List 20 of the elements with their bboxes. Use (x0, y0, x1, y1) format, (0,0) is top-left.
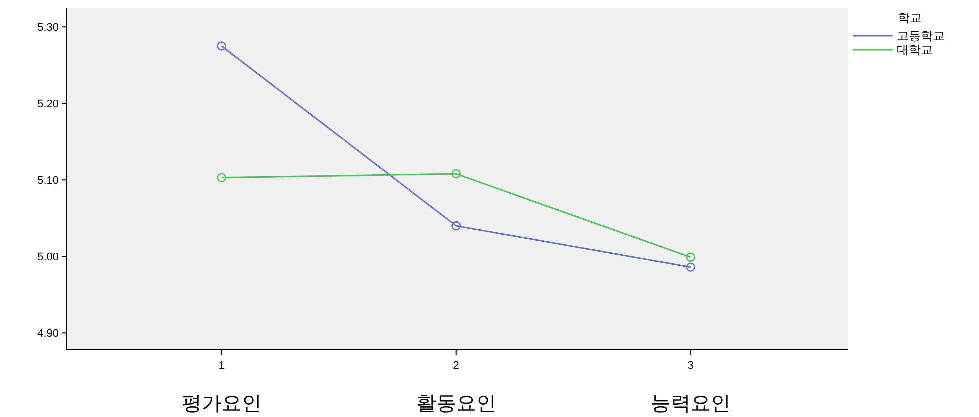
text: 활동요인 (416, 391, 496, 415)
text: 능력요인 (650, 391, 731, 415)
point (686, 252, 696, 262)
y-tick-label: 4.90 (38, 328, 59, 340)
legend-label: 고등학교 (897, 29, 945, 43)
x-tick-label: 2 (453, 360, 460, 372)
point (452, 221, 461, 231)
x-tick-label: 3 (688, 360, 694, 372)
point (217, 173, 226, 182)
y-tick-label: 5.10 (38, 175, 59, 188)
text: 평가요인 (182, 391, 262, 415)
y-tick-label: 5.00 (38, 252, 59, 264)
point (686, 262, 696, 272)
point (452, 169, 461, 179)
legend-label: 대학교 (897, 43, 933, 57)
point (217, 42, 226, 51)
legend-title: 학교 (898, 11, 922, 25)
y-tick-label: 5.20 (38, 98, 59, 111)
y-tick-label: 5.30 (38, 22, 59, 34)
x-tick-label: 1 (218, 360, 225, 372)
